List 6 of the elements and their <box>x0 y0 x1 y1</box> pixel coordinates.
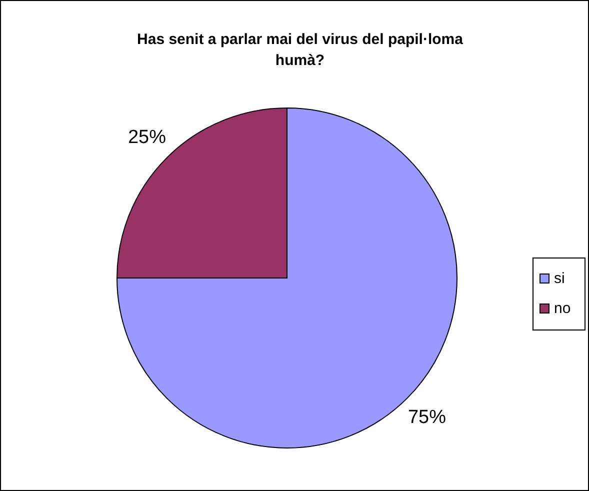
legend-label: si <box>554 270 565 287</box>
legend-label: no <box>554 300 571 317</box>
pie-slice <box>116 108 458 448</box>
data-label: 75% <box>408 407 446 428</box>
chart-title: Has senit a parlar mai del virus del papil·loma humà? <box>137 31 464 69</box>
data-label: 25% <box>128 127 166 148</box>
